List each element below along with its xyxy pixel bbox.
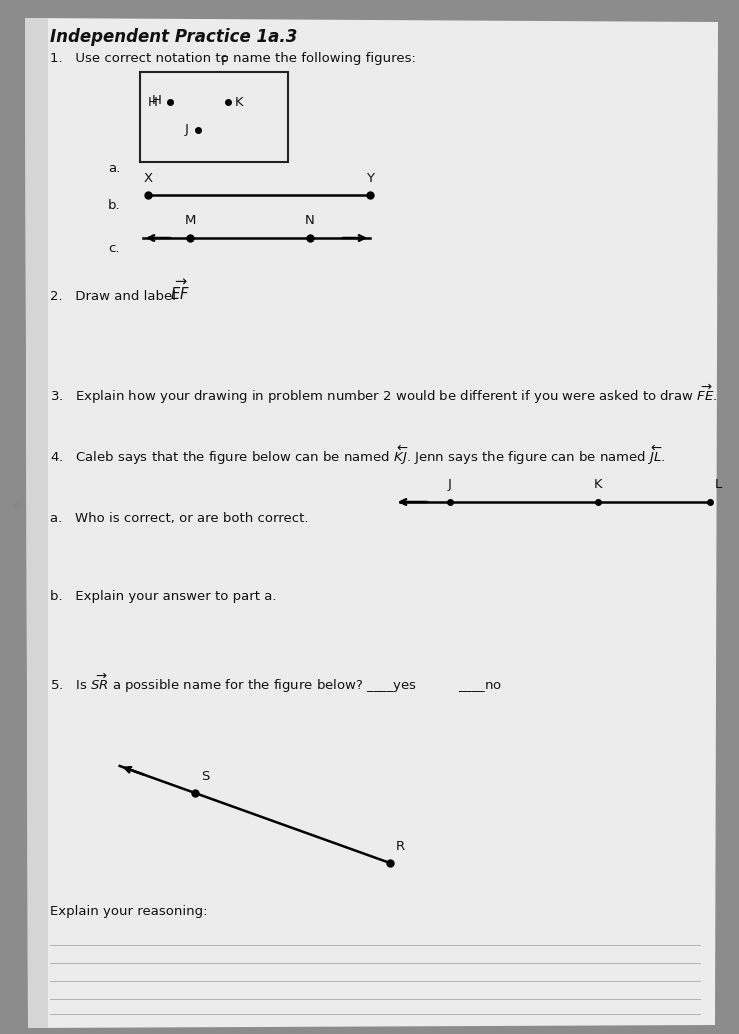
Text: M: M [184, 214, 196, 227]
Text: Independent Practice 1a.3: Independent Practice 1a.3 [50, 28, 297, 45]
Text: F: F [221, 55, 228, 68]
Text: Y: Y [366, 172, 374, 185]
Text: $\overrightarrow{EF}$: $\overrightarrow{EF}$ [170, 279, 190, 303]
Text: J: J [448, 478, 452, 491]
Polygon shape [25, 18, 48, 1028]
Polygon shape [0, 0, 739, 30]
Text: K: K [593, 478, 602, 491]
Text: X: X [143, 172, 152, 185]
Text: 2.   Draw and label: 2. Draw and label [50, 290, 180, 303]
Text: a.: a. [108, 162, 120, 175]
Text: 4.   Caleb says that the figure below can be named $\overleftarrow{KJ}$. Jenn sa: 4. Caleb says that the figure below can … [50, 444, 666, 467]
Text: a.   Who is correct, or are both correct.: a. Who is correct, or are both correct. [50, 512, 308, 525]
Text: b.   Explain your answer to part a.: b. Explain your answer to part a. [50, 590, 276, 603]
Text: S: S [201, 770, 209, 783]
Polygon shape [25, 18, 718, 1028]
Text: L: L [715, 478, 722, 491]
Text: b.: b. [108, 199, 120, 212]
Text: J: J [184, 123, 188, 136]
Text: 3.   Explain how your drawing in problem number 2 would be different if you were: 3. Explain how your drawing in problem n… [50, 383, 718, 406]
Text: H: H [152, 93, 162, 107]
Text: H: H [148, 95, 158, 109]
Text: Explain your reasoning:: Explain your reasoning: [50, 905, 208, 918]
Text: N: N [305, 214, 315, 227]
Text: K: K [235, 95, 244, 109]
Text: c.: c. [108, 242, 120, 255]
Text: R: R [396, 840, 405, 853]
Text: 1.   Use correct notation to name the following figures:: 1. Use correct notation to name the foll… [50, 52, 416, 65]
Text: e: e [12, 499, 21, 513]
Text: 5.   Is $\overrightarrow{SR}$ a possible name for the figure below? ____yes     : 5. Is $\overrightarrow{SR}$ a possible n… [50, 672, 503, 695]
